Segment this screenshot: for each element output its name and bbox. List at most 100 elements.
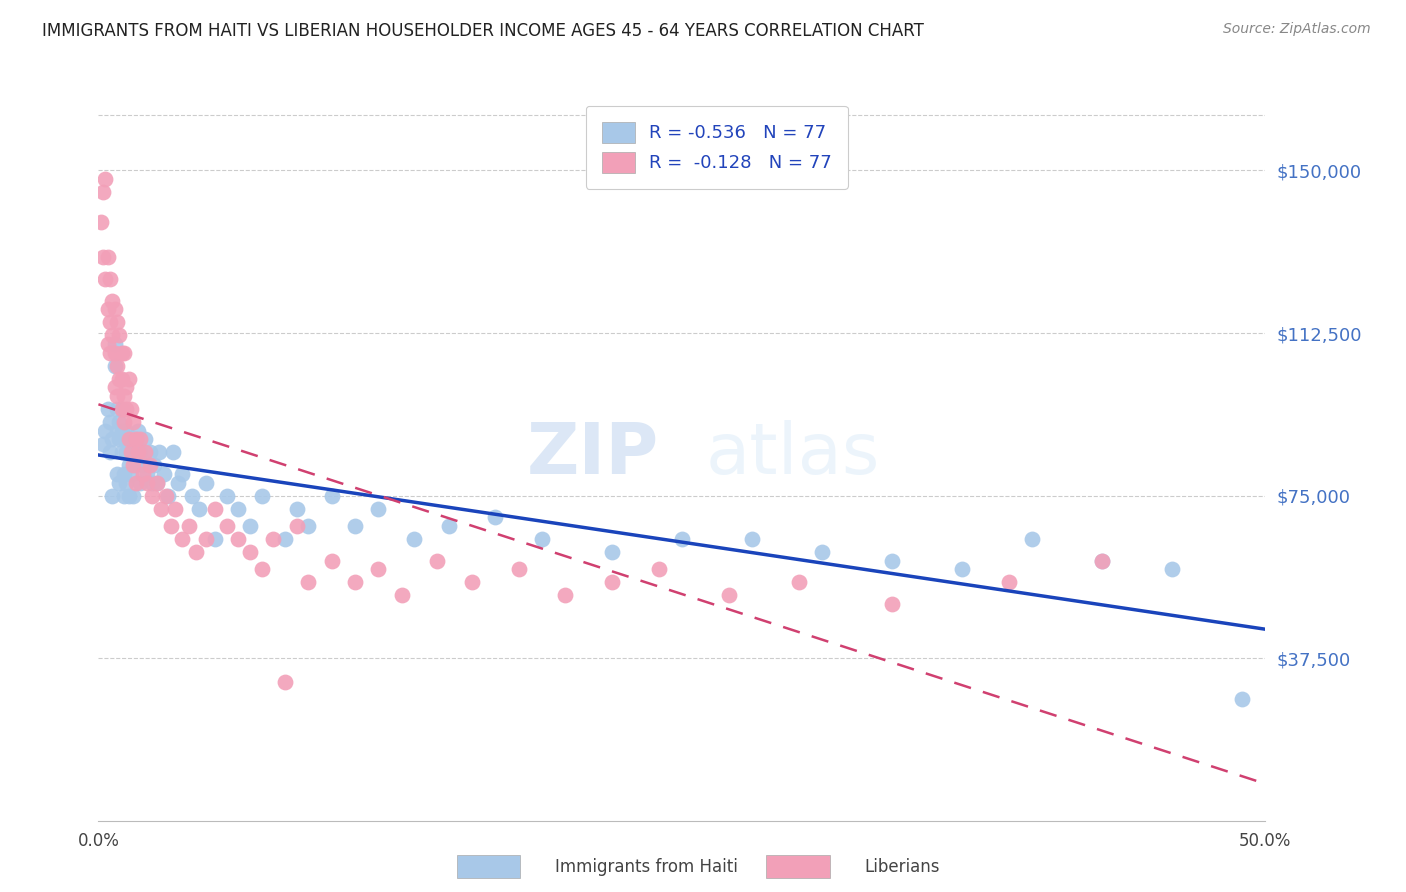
- Point: [105, 315, 128, 329]
- Text: ZIP: ZIP: [526, 420, 658, 490]
- Point: [90, 215, 112, 229]
- Point: [811, 545, 834, 559]
- Point: [717, 588, 740, 602]
- Text: Source: ZipAtlas.com: Source: ZipAtlas.com: [1223, 22, 1371, 37]
- Point: [105, 389, 128, 403]
- Point: [97, 302, 120, 317]
- Point: [112, 432, 135, 446]
- Point: [285, 501, 308, 516]
- Point: [115, 401, 138, 416]
- Point: [321, 553, 343, 567]
- Point: [108, 371, 131, 385]
- Point: [104, 380, 127, 394]
- Point: [187, 501, 209, 516]
- Point: [91, 250, 114, 264]
- Point: [112, 345, 135, 359]
- Point: [97, 401, 120, 416]
- Point: [108, 475, 131, 490]
- Point: [105, 467, 128, 481]
- Point: [141, 475, 163, 490]
- Point: [554, 588, 576, 602]
- Point: [91, 436, 114, 450]
- Point: [105, 401, 128, 416]
- Point: [118, 432, 141, 446]
- Point: [262, 532, 284, 546]
- Point: [91, 185, 114, 199]
- Point: [159, 519, 181, 533]
- Point: [115, 475, 138, 490]
- Point: [484, 510, 506, 524]
- Point: [162, 445, 184, 459]
- Point: [129, 475, 152, 490]
- Point: [98, 415, 121, 429]
- Point: [228, 501, 250, 516]
- Point: [402, 532, 425, 546]
- Point: [297, 575, 319, 590]
- Point: [141, 489, 163, 503]
- Point: [136, 467, 159, 481]
- Text: Liberians: Liberians: [865, 858, 941, 876]
- Point: [120, 445, 142, 459]
- Point: [111, 401, 134, 416]
- Point: [600, 575, 623, 590]
- Point: [125, 475, 148, 490]
- Point: [111, 424, 134, 438]
- Point: [367, 562, 389, 576]
- Point: [647, 562, 669, 576]
- Point: [98, 445, 121, 459]
- Point: [105, 359, 128, 373]
- Point: [146, 475, 169, 490]
- Point: [508, 562, 530, 576]
- Point: [118, 432, 141, 446]
- Point: [157, 489, 180, 503]
- Point: [671, 532, 693, 546]
- Point: [165, 501, 187, 516]
- Point: [297, 519, 319, 533]
- Point: [344, 575, 367, 590]
- Point: [122, 415, 145, 429]
- Point: [391, 588, 413, 602]
- Point: [115, 380, 138, 394]
- Text: IMMIGRANTS FROM HAITI VS LIBERIAN HOUSEHOLDER INCOME AGES 45 - 64 YEARS CORRELAT: IMMIGRANTS FROM HAITI VS LIBERIAN HOUSEH…: [42, 22, 924, 40]
- Point: [321, 489, 343, 503]
- Point: [118, 371, 141, 385]
- Point: [118, 458, 141, 473]
- Point: [129, 445, 152, 459]
- Point: [125, 458, 148, 473]
- Point: [104, 302, 127, 317]
- Point: [1161, 562, 1184, 576]
- Point: [120, 401, 142, 416]
- Point: [136, 475, 159, 490]
- Point: [215, 489, 238, 503]
- Point: [132, 467, 155, 481]
- Point: [186, 545, 208, 559]
- Point: [367, 501, 389, 516]
- Point: [98, 315, 121, 329]
- Point: [172, 532, 194, 546]
- Point: [115, 445, 138, 459]
- Point: [105, 424, 128, 438]
- Point: [148, 445, 170, 459]
- Point: [204, 501, 226, 516]
- Point: [274, 675, 297, 690]
- Point: [101, 432, 124, 446]
- Point: [108, 328, 131, 343]
- Point: [129, 432, 152, 446]
- Legend: R = -0.536   N = 77, R =  -0.128   N = 77: R = -0.536 N = 77, R = -0.128 N = 77: [586, 105, 848, 189]
- Point: [194, 532, 217, 546]
- Point: [179, 519, 201, 533]
- Point: [125, 432, 148, 446]
- Point: [152, 467, 174, 481]
- Point: [94, 172, 117, 186]
- Point: [104, 336, 127, 351]
- Point: [1091, 553, 1114, 567]
- Point: [530, 532, 553, 546]
- Point: [111, 345, 134, 359]
- Point: [125, 432, 148, 446]
- Point: [194, 475, 217, 490]
- Point: [122, 489, 145, 503]
- Point: [1021, 532, 1043, 546]
- Point: [172, 467, 194, 481]
- Point: [239, 545, 262, 559]
- Point: [132, 458, 155, 473]
